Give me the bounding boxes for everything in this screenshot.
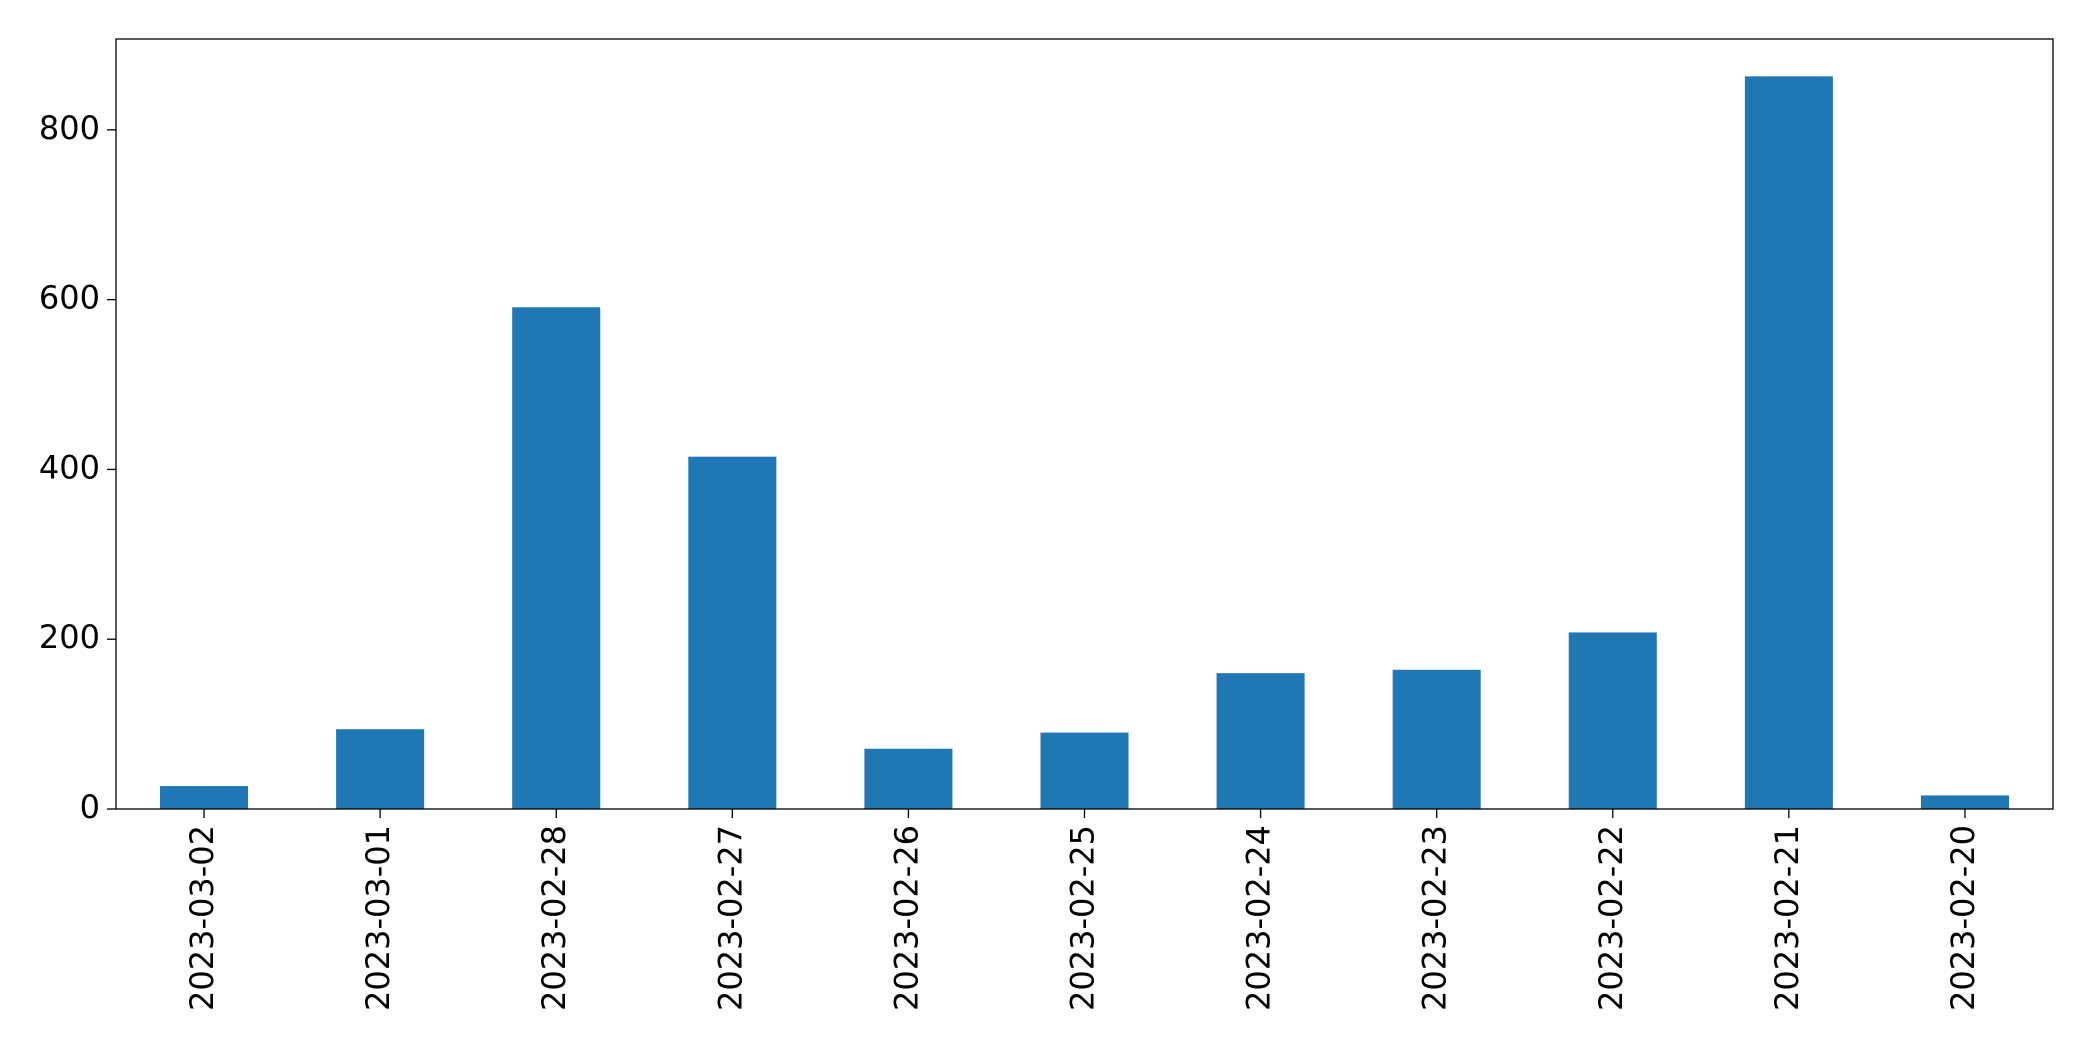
- y-tick-label: 400: [39, 448, 100, 486]
- x-tick-label: 2023-02-20: [1944, 825, 1982, 1011]
- bar: [160, 786, 249, 809]
- x-tick-label: 2023-02-26: [887, 825, 925, 1011]
- y-tick-label: 200: [39, 618, 100, 656]
- bar: [512, 307, 601, 809]
- bar: [1744, 76, 1833, 810]
- x-tick-label: 2023-02-22: [1592, 825, 1630, 1011]
- bar: [1920, 795, 2009, 809]
- x-tick-label: 2023-02-27: [711, 825, 749, 1011]
- x-tick-label: 2023-03-01: [359, 825, 397, 1011]
- bar: [1568, 632, 1657, 809]
- y-tick-label: 800: [39, 109, 100, 147]
- x-tick-label: 2023-02-28: [535, 825, 573, 1011]
- y-tick-label: 600: [39, 279, 100, 317]
- x-tick-label: 2023-02-23: [1416, 825, 1454, 1011]
- x-tick-label: 2023-03-02: [183, 825, 221, 1011]
- bar: [1392, 669, 1481, 809]
- bar: [1216, 673, 1305, 809]
- bar: [864, 748, 953, 809]
- x-tick-label: 2023-02-24: [1240, 825, 1278, 1011]
- bar: [1040, 732, 1129, 809]
- bar: [688, 456, 777, 809]
- x-tick-label: 2023-02-25: [1064, 825, 1102, 1011]
- plot-frame: [115, 38, 2054, 810]
- y-tick-label: 0: [80, 788, 100, 826]
- x-tick-label: 2023-02-21: [1768, 825, 1806, 1011]
- bar: [336, 729, 425, 809]
